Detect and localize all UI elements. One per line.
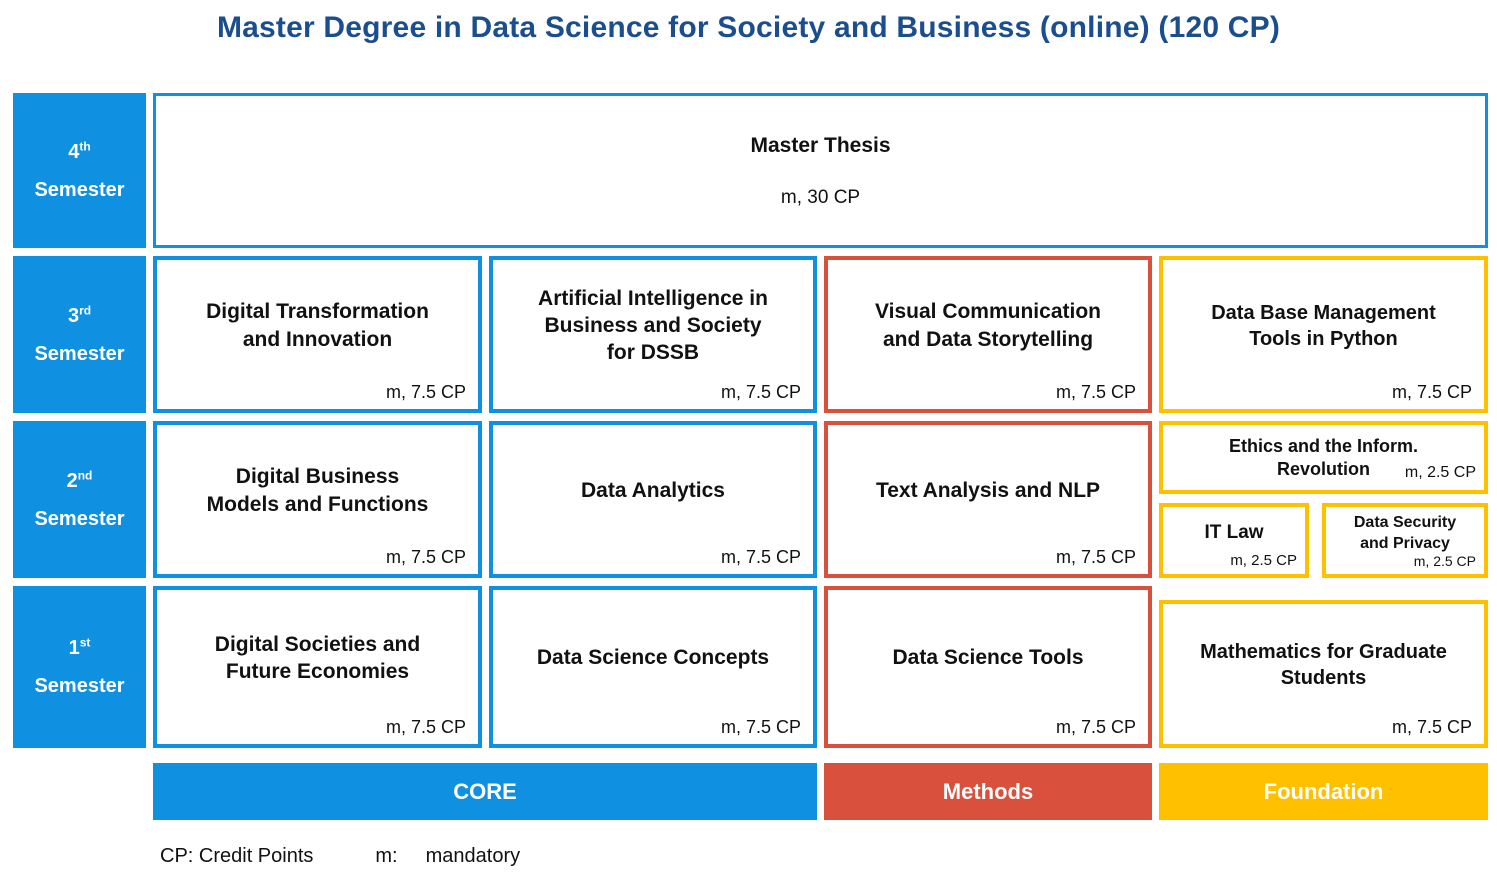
semester-label-4: 4th Semester bbox=[13, 93, 146, 248]
semester-ordinal: 1st bbox=[68, 635, 91, 659]
course-credits: m, 7.5 CP bbox=[385, 547, 466, 567]
course-box-digital-transformation: Digital Transformation and Innovation m,… bbox=[153, 256, 482, 413]
semester-word: Semester bbox=[34, 507, 125, 530]
m-meaning: mandatory bbox=[425, 845, 521, 867]
foundation-small-row: IT Law m, 2.5 CP Data Security and Priva… bbox=[1159, 503, 1488, 578]
course-box-master-thesis: Master Thesis m, 30 CP bbox=[153, 93, 1488, 248]
page-title: Master Degree in Data Science for Societ… bbox=[216, 11, 1281, 44]
course-credits: m, 2.5 CP bbox=[1404, 464, 1476, 481]
course-box-database-management: Data Base Management Tools in Python m, … bbox=[1159, 256, 1488, 413]
course-title: Text Analysis and NLP bbox=[875, 478, 1101, 502]
semester-ordinal: 3rd bbox=[67, 302, 92, 327]
course-credits: m, 7.5 CP bbox=[720, 547, 801, 567]
semester-label-2: 2nd Semester bbox=[13, 421, 146, 578]
course-credits: m, 7.5 CP bbox=[1391, 717, 1472, 737]
course-title: Master Thesis bbox=[750, 133, 891, 157]
semester-ordinal: 2nd bbox=[66, 467, 93, 492]
course-box-data-analytics: Data Analytics m, 7.5 CP bbox=[489, 421, 817, 578]
legend-bar-methods: Methods bbox=[824, 763, 1152, 820]
course-title: Ethics and the Inform. Revolution bbox=[1228, 436, 1419, 479]
semester-label-3: 3rd Semester bbox=[13, 256, 146, 413]
m-abbreviation: m: bbox=[375, 845, 398, 867]
course-box-visual-communication: Visual Communication and Data Storytelli… bbox=[824, 256, 1152, 413]
semester-word: Semester bbox=[34, 675, 125, 697]
abbreviation-legend: CP: Credit Points m: mandatory bbox=[160, 845, 520, 868]
course-box-digital-societies: Digital Societies and Future Economies m… bbox=[153, 586, 482, 748]
semester-word: Semester bbox=[34, 342, 125, 365]
course-title: Data Science Tools bbox=[892, 646, 1084, 670]
course-credits: m, 7.5 CP bbox=[1055, 547, 1136, 567]
course-credits: m, 2.5 CP bbox=[1230, 552, 1297, 569]
course-box-ethics-inform-revolution: Ethics and the Inform. Revolution m, 2.5… bbox=[1159, 421, 1488, 494]
semester-label-1: 1st Semester bbox=[13, 586, 146, 748]
course-box-mathematics-graduate: Mathematics for Graduate Students m, 7.5… bbox=[1159, 600, 1488, 748]
course-box-it-law: IT Law m, 2.5 CP bbox=[1159, 503, 1309, 578]
foundation-cell-2nd-semester: Ethics and the Inform. Revolution m, 2.5… bbox=[1159, 421, 1488, 578]
course-title: Mathematics for Graduate Students bbox=[1200, 641, 1447, 689]
semester-ordinal: 4th bbox=[68, 138, 91, 163]
course-title: IT Law bbox=[1204, 522, 1264, 544]
course-box-data-security-privacy: Data Security and Privacy m, 2.5 CP bbox=[1322, 503, 1488, 578]
course-credits: m, 7.5 CP bbox=[385, 717, 466, 737]
course-title: Digital Societies and Future Economies bbox=[214, 632, 421, 683]
course-credits: m, 7.5 CP bbox=[1055, 717, 1136, 737]
course-credits: m, 7.5 CP bbox=[720, 382, 801, 402]
course-box-text-analysis-nlp: Text Analysis and NLP m, 7.5 CP bbox=[824, 421, 1152, 578]
course-credits: m, 7.5 CP bbox=[1391, 382, 1472, 402]
course-title: Digital Transformation and Innovation bbox=[206, 300, 429, 351]
course-title: Data Security and Privacy bbox=[1353, 513, 1457, 552]
course-title: Artificial Intelligence in Business and … bbox=[538, 286, 768, 365]
course-title: Data Science Concepts bbox=[536, 646, 770, 670]
course-title: Data Base Management Tools in Python bbox=[1211, 301, 1436, 350]
course-box-data-science-tools: Data Science Tools m, 7.5 CP bbox=[824, 586, 1152, 748]
course-credits: m, 30 CP bbox=[780, 187, 861, 209]
course-credits: m, 7.5 CP bbox=[720, 717, 801, 737]
legend-bar-foundation: Foundation bbox=[1159, 763, 1488, 820]
course-box-ai-business-society: Artificial Intelligence in Business and … bbox=[489, 256, 817, 413]
semester-word: Semester bbox=[34, 178, 125, 201]
legend-bar-core: CORE bbox=[153, 763, 817, 820]
course-title: Data Analytics bbox=[581, 478, 725, 502]
course-title: Visual Communication and Data Storytelli… bbox=[875, 300, 1101, 351]
course-title: Digital Business Models and Functions bbox=[206, 465, 429, 516]
course-box-data-science-concepts: Data Science Concepts m, 7.5 CP bbox=[489, 586, 817, 748]
curriculum-grid: 4th Semester Master Thesis m, 30 CP 3rd … bbox=[13, 93, 1488, 820]
course-box-digital-business-models: Digital Business Models and Functions m,… bbox=[153, 421, 482, 578]
course-credits: m, 7.5 CP bbox=[1055, 382, 1136, 402]
course-credits: m, 2.5 CP bbox=[1413, 553, 1476, 569]
cp-abbreviation: CP: Credit Points bbox=[160, 845, 314, 867]
course-credits: m, 7.5 CP bbox=[385, 382, 466, 402]
